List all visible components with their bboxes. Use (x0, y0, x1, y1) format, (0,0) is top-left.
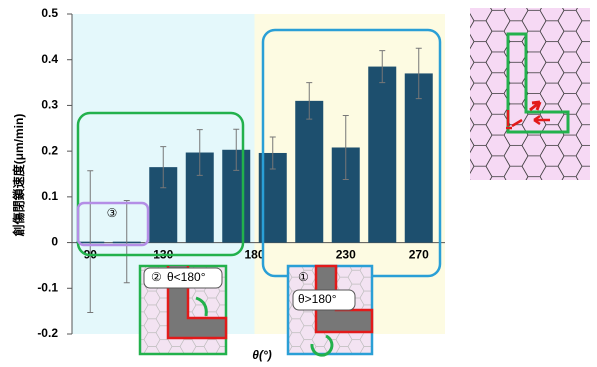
y-axis-label: 創傷閉鎖速度(μm/min) (11, 114, 26, 238)
y-tick-label: 0.5 (41, 6, 58, 20)
hex-illustration (470, 8, 590, 180)
y-tick-label: 0.2 (41, 143, 58, 157)
annotation: θ<180° (167, 270, 206, 284)
x-tick-label: 270 (409, 248, 429, 262)
chart: 0.50.40.30.20.10-0.1-0.290130180230270 ③… (0, 0, 597, 367)
annotation: ① (298, 270, 309, 284)
y-tick-label: -0.2 (37, 326, 58, 340)
bar (368, 67, 396, 243)
annotation: ② (151, 270, 162, 284)
x-tick-label: 230 (336, 248, 356, 262)
annotation: θ>180° (298, 292, 337, 306)
y-tick-label: 0.3 (41, 98, 58, 112)
annotation: ③ (107, 206, 118, 220)
inset-convex: ① θ>180° (288, 266, 372, 355)
x-axis-label: θ(°) (252, 348, 271, 362)
inset-concave: ② θ<180° (140, 266, 226, 354)
y-tick-label: 0.1 (41, 189, 58, 203)
bar (295, 101, 323, 243)
y-tick-label: -0.1 (37, 280, 58, 294)
y-tick-label: 0.4 (41, 52, 58, 66)
y-tick-label: 0 (51, 235, 58, 249)
